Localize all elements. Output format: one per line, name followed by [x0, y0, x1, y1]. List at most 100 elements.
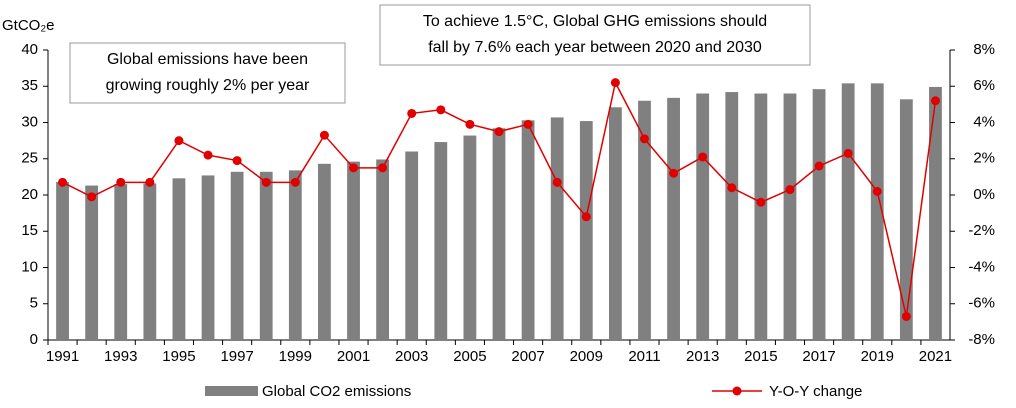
y-tick-label: 25 — [21, 150, 38, 167]
bar — [172, 178, 186, 340]
bar — [929, 86, 942, 340]
bar — [638, 100, 651, 340]
y-tick-label: 15 — [21, 222, 38, 239]
x-tick-label: 2015 — [744, 348, 777, 365]
y2-tick-label: 2% — [973, 150, 995, 167]
bar — [725, 92, 739, 340]
x-tick-label: 2021 — [919, 348, 952, 365]
y-tick-label: 30 — [21, 113, 38, 130]
marker — [930, 96, 940, 106]
x-tick-label: 2003 — [395, 348, 428, 365]
marker — [610, 78, 620, 88]
y-tick-label: 20 — [21, 186, 38, 203]
bar — [56, 181, 69, 340]
y2-tick-label: 8% — [973, 41, 995, 58]
bar — [783, 93, 797, 340]
bar — [143, 183, 157, 340]
bar — [85, 185, 99, 340]
annotation-text: To achieve 1.5°C, Global GHG emissions s… — [423, 13, 767, 30]
marker — [232, 156, 242, 166]
marker — [756, 197, 766, 207]
bar — [376, 159, 390, 340]
y-tick-label: 40 — [21, 41, 38, 58]
marker — [872, 186, 882, 196]
marker — [203, 150, 213, 160]
legend-label: Y-O-Y change — [769, 383, 862, 400]
marker — [145, 177, 155, 187]
marker — [407, 108, 417, 118]
bar — [550, 117, 564, 340]
x-tick-label: 2005 — [453, 348, 486, 365]
annotation-text: Global emissions have been — [107, 51, 308, 68]
bar — [318, 163, 331, 340]
x-tick-label: 1999 — [279, 348, 312, 365]
marker — [814, 161, 824, 171]
y-tick-label: 10 — [21, 258, 38, 275]
x-tick-label: 2009 — [570, 348, 603, 365]
bar — [579, 121, 593, 340]
marker — [87, 192, 97, 202]
marker — [465, 119, 475, 129]
legend-marker — [732, 386, 742, 396]
marker — [319, 130, 329, 140]
y2-tick-label: -6% — [968, 295, 995, 312]
legend-label: Global CO2 emissions — [262, 383, 411, 400]
marker — [349, 163, 359, 173]
marker — [698, 152, 708, 162]
marker — [669, 168, 679, 178]
x-tick-label: 1993 — [104, 348, 137, 365]
x-tick-label: 2017 — [802, 348, 835, 365]
annotation-box — [69, 42, 346, 104]
bar — [667, 97, 680, 340]
bar — [434, 142, 448, 340]
bar — [899, 99, 913, 340]
bar — [259, 171, 273, 340]
marker — [727, 183, 737, 193]
bar — [696, 93, 710, 340]
bar — [201, 175, 215, 340]
x-tick-label: 1995 — [162, 348, 195, 365]
bar — [463, 135, 477, 340]
y-axis-label: GtCO₂e — [2, 17, 55, 34]
bar — [492, 128, 506, 340]
y2-tick-label: 6% — [973, 77, 995, 94]
annotation-text: fall by 7.6% each year between 2020 and … — [428, 39, 762, 56]
y2-tick-label: -4% — [968, 258, 995, 275]
bar — [608, 107, 622, 341]
annotation-box — [379, 4, 811, 66]
x-tick-label: 1997 — [220, 348, 253, 365]
x-tick-label: 2007 — [511, 348, 544, 365]
marker — [552, 177, 562, 187]
marker — [639, 134, 649, 144]
marker — [58, 177, 68, 187]
marker — [523, 119, 533, 129]
x-tick-label: 2019 — [861, 348, 894, 365]
y-tick-label: 0 — [30, 331, 38, 348]
y2-tick-label: 4% — [973, 113, 995, 130]
x-tick-label: 2001 — [337, 348, 370, 365]
marker — [261, 177, 271, 187]
x-tick-label: 1991 — [46, 348, 79, 365]
x-tick-label: 2011 — [628, 348, 660, 365]
bar — [347, 161, 360, 340]
marker — [581, 212, 591, 222]
bar — [841, 83, 855, 340]
bar — [812, 89, 826, 341]
y2-tick-label: 0% — [973, 186, 995, 203]
marker — [436, 105, 446, 115]
bar — [754, 93, 768, 340]
y2-tick-label: -8% — [968, 331, 995, 348]
bar — [870, 83, 884, 340]
bar — [114, 184, 128, 340]
annotation-text: growing roughly 2% per year — [106, 77, 310, 94]
marker — [494, 127, 504, 137]
bar — [230, 171, 244, 340]
marker — [843, 148, 853, 158]
marker — [116, 177, 126, 187]
marker — [174, 136, 184, 146]
bar — [405, 151, 419, 340]
legend-swatch — [205, 386, 258, 396]
y-tick-label: 5 — [30, 295, 38, 312]
x-tick-label: 2013 — [686, 348, 719, 365]
